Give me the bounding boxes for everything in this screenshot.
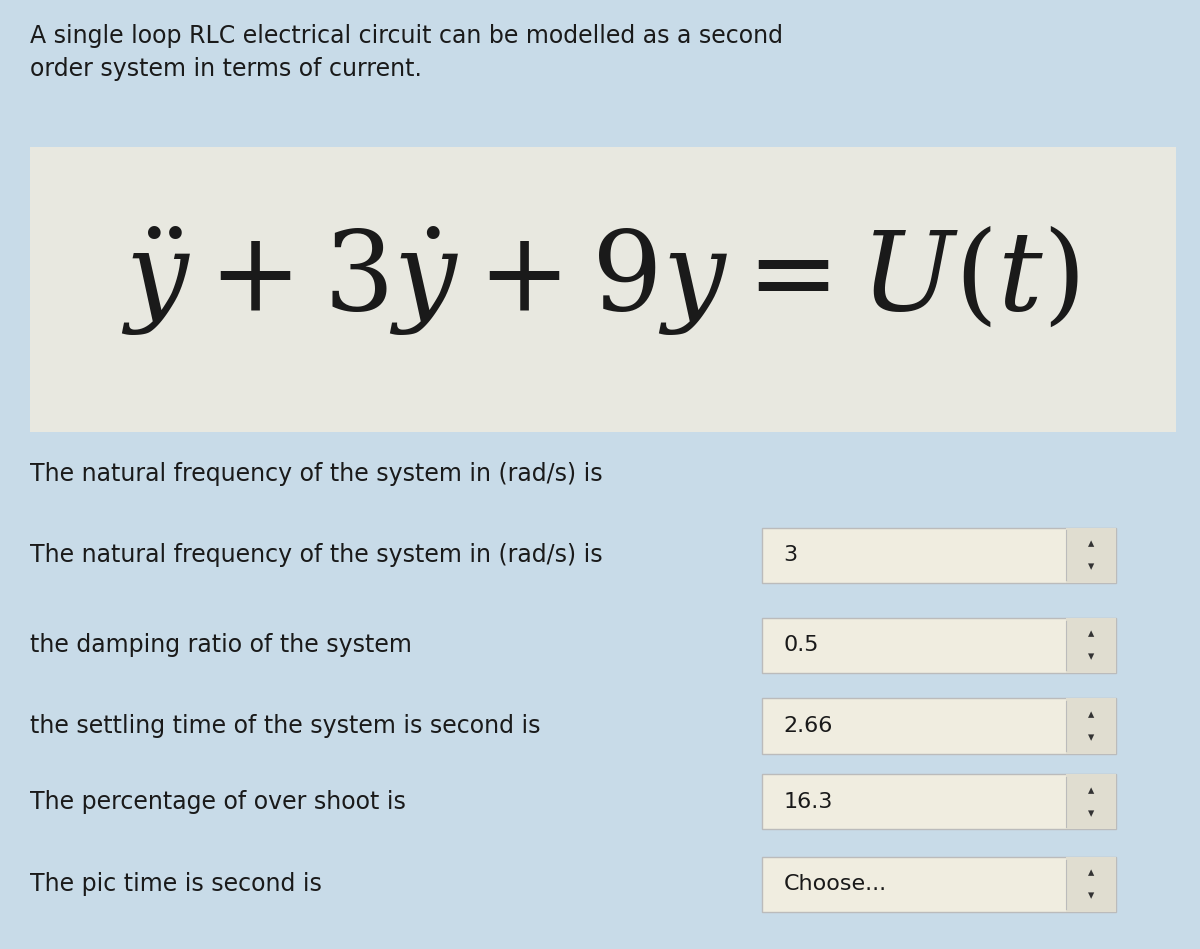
FancyBboxPatch shape — [762, 774, 1116, 829]
Text: 3: 3 — [784, 545, 798, 566]
FancyBboxPatch shape — [1066, 618, 1116, 673]
Text: The pic time is second is: The pic time is second is — [30, 872, 322, 897]
Text: Choose...: Choose... — [784, 874, 887, 895]
Text: ▴: ▴ — [1087, 866, 1094, 880]
Text: the settling time of the system is second is: the settling time of the system is secon… — [30, 714, 540, 738]
Text: A single loop RLC electrical circuit can be modelled as a second
order system in: A single loop RLC electrical circuit can… — [30, 24, 784, 82]
Text: ▾: ▾ — [1087, 889, 1094, 902]
Text: the damping ratio of the system: the damping ratio of the system — [30, 633, 412, 658]
FancyBboxPatch shape — [1066, 528, 1116, 583]
Text: 0.5: 0.5 — [784, 635, 820, 656]
Text: 2.66: 2.66 — [784, 716, 833, 736]
FancyBboxPatch shape — [30, 147, 1176, 432]
Text: ▴: ▴ — [1087, 784, 1094, 797]
Text: $\ddot{y}+3\dot{y}+9y=U(t)$: $\ddot{y}+3\dot{y}+9y=U(t)$ — [121, 223, 1079, 337]
Text: The natural frequency of the system in (rad/s) is: The natural frequency of the system in (… — [30, 543, 602, 568]
Text: ▾: ▾ — [1087, 650, 1094, 663]
FancyBboxPatch shape — [1066, 698, 1116, 754]
FancyBboxPatch shape — [762, 698, 1116, 754]
FancyBboxPatch shape — [1066, 857, 1116, 912]
Text: ▾: ▾ — [1087, 560, 1094, 573]
Text: The percentage of over shoot is: The percentage of over shoot is — [30, 790, 406, 814]
FancyBboxPatch shape — [1066, 774, 1116, 829]
Text: ▾: ▾ — [1087, 731, 1094, 744]
FancyBboxPatch shape — [762, 857, 1116, 912]
Text: ▴: ▴ — [1087, 537, 1094, 550]
Text: ▴: ▴ — [1087, 708, 1094, 721]
Text: 16.3: 16.3 — [784, 791, 833, 812]
Text: The natural frequency of the system in (rad/s) is: The natural frequency of the system in (… — [30, 462, 602, 487]
Text: ▾: ▾ — [1087, 807, 1094, 820]
FancyBboxPatch shape — [762, 528, 1116, 583]
Text: ▴: ▴ — [1087, 627, 1094, 641]
FancyBboxPatch shape — [762, 618, 1116, 673]
